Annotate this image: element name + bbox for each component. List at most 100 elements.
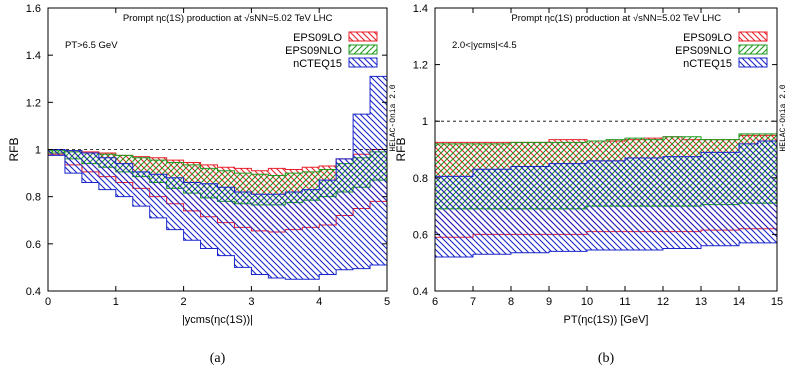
x-tick-label: 1 <box>113 296 119 308</box>
x-tick-label: 12 <box>657 296 669 308</box>
panel-label: (a) <box>210 351 226 366</box>
band-upper-edge-eps09nlo <box>435 133 777 145</box>
band-upper-edge-eps09nlo <box>48 150 387 176</box>
legend-label: EPS09LO <box>683 32 732 44</box>
x-axis-label: PT(ηc(1S)) [GeV] <box>564 314 649 326</box>
bin-ncteq15-9 <box>606 160 625 250</box>
band-lower-edge-ncteq15 <box>435 242 777 258</box>
bin-ncteq15-12 <box>251 194 269 275</box>
x-tick-label: 0 <box>45 296 51 308</box>
legend-swatch <box>348 57 378 68</box>
y-tick-label: 0.8 <box>413 173 428 185</box>
bin-ncteq15-4 <box>511 166 530 253</box>
x-axis-label: |ycms(ηc(1S))| <box>182 314 253 326</box>
bin-ncteq15-14 <box>701 152 720 246</box>
x-tick-label: 11 <box>619 296 630 308</box>
legend-swatch <box>738 31 768 42</box>
bin-ncteq15-14 <box>285 191 303 280</box>
y-tick-label: 1 <box>35 145 41 157</box>
bin-ncteq15-13 <box>682 156 701 249</box>
bin-ncteq15-16 <box>319 180 337 275</box>
bin-ncteq15-17 <box>336 158 354 270</box>
y-tick-label: 1.4 <box>413 3 428 15</box>
bin-ncteq15-9 <box>200 183 218 249</box>
bin-ncteq15-7 <box>166 177 184 230</box>
band-upper-edge-eps09lo <box>48 149 387 172</box>
watermark: HELAC-Onia 2.0 <box>389 84 398 151</box>
y-tick-label: 0.6 <box>26 239 41 251</box>
bin-ncteq15-4 <box>115 163 133 197</box>
bin-ncteq15-2 <box>81 153 99 183</box>
bin-ncteq15-11 <box>644 157 663 250</box>
chart-title: Prompt ηc(1S) production at √sNN=5.02 Te… <box>123 13 333 24</box>
plot-frame <box>434 7 778 292</box>
panel-label: (b) <box>598 351 615 366</box>
bin-ncteq15-8 <box>587 160 606 250</box>
band-lower-edge-ncteq15 <box>48 154 387 280</box>
bin-ncteq15-8 <box>183 182 201 241</box>
x-tick-label: 3 <box>248 296 254 308</box>
x-tick-label: 15 <box>771 296 783 308</box>
y-tick-label: 0.8 <box>26 192 41 204</box>
legend-label: EPS09NLO <box>285 45 342 57</box>
x-tick-label: 6 <box>432 296 438 308</box>
band-ncteq15 <box>48 75 387 280</box>
y-tick-label: 1.2 <box>413 60 428 72</box>
bin-ncteq15-10 <box>217 187 235 256</box>
y-axis-label: RFB <box>394 138 408 162</box>
bin-ncteq15-16 <box>739 143 758 243</box>
legend-swatch <box>348 44 378 55</box>
legend-swatch <box>738 44 768 55</box>
x-tick-label: 4 <box>316 296 322 308</box>
bin-ncteq15-1 <box>64 150 82 174</box>
bin-ncteq15-15 <box>302 189 320 280</box>
y-tick-label: 0.4 <box>26 286 41 298</box>
bin-ncteq15-13 <box>268 194 286 279</box>
bin-ncteq15-0 <box>435 176 454 258</box>
bin-ncteq15-15 <box>720 152 739 246</box>
y-tick-label: 0.6 <box>413 229 428 241</box>
bin-ncteq15-0 <box>48 149 65 156</box>
x-tick-label: 13 <box>695 296 707 308</box>
y-tick-label: 1.6 <box>26 3 41 15</box>
x-tick-label: 7 <box>470 296 476 308</box>
y-tick-label: 1 <box>422 116 428 128</box>
x-tick-label: 14 <box>733 296 745 308</box>
cut-label: PT>6.5 GeV <box>65 40 118 51</box>
bin-ncteq15-5 <box>530 166 549 253</box>
band-ncteq15 <box>435 140 777 258</box>
panel-a: 0 1 2 3 4 5 0.4 0.6 0.8 1 1.2 1.4 1.6 Prompt ηc(1S) p… <box>7 3 398 366</box>
legend-label: nCTEQ15 <box>683 58 732 70</box>
bin-ncteq15-19 <box>370 76 387 266</box>
y-axis-label: RFB <box>7 138 21 162</box>
bin-ncteq15-11 <box>234 191 252 268</box>
panel-b: 6 7 8 9 10 11 12 13 14 15 0.4 0.6 0.8 1 1.2 1.4 Prompt η… <box>394 3 788 366</box>
x-tick-label: 2 <box>181 296 187 308</box>
y-tick-label: 1.2 <box>26 97 41 109</box>
bin-ncteq15-1 <box>454 176 473 258</box>
bin-ncteq15-12 <box>663 156 682 249</box>
y-tick-label: 0.4 <box>413 286 428 298</box>
bin-ncteq15-2 <box>473 169 492 255</box>
bin-ncteq15-3 <box>98 157 116 190</box>
x-tick-label: 5 <box>384 296 390 308</box>
y-tick-label: 1.4 <box>26 50 41 62</box>
bin-ncteq15-5 <box>132 171 150 207</box>
bin-ncteq15-6 <box>549 163 568 252</box>
band-upper-edge-ncteq15 <box>48 75 387 195</box>
watermark: HELAC-Onia 2.0 <box>779 84 788 151</box>
x-tick-label: 8 <box>508 296 514 308</box>
x-tick-label: 9 <box>546 296 552 308</box>
legend-label: nCTEQ15 <box>293 58 342 70</box>
cut-label: 2.0<|ycms|<4.5 <box>452 40 517 51</box>
chart-title: Prompt ηc(1S) production at √sNN=5.02 Te… <box>511 13 721 24</box>
legend-label: EPS09NLO <box>675 45 732 57</box>
legend-label: EPS09LO <box>293 32 342 44</box>
bin-ncteq15-17 <box>758 141 777 243</box>
bin-ncteq15-3 <box>492 169 511 255</box>
x-tick-label: 10 <box>581 296 593 308</box>
bin-ncteq15-7 <box>568 163 587 252</box>
bin-ncteq15-18 <box>353 114 371 269</box>
legend-swatch <box>738 57 768 68</box>
